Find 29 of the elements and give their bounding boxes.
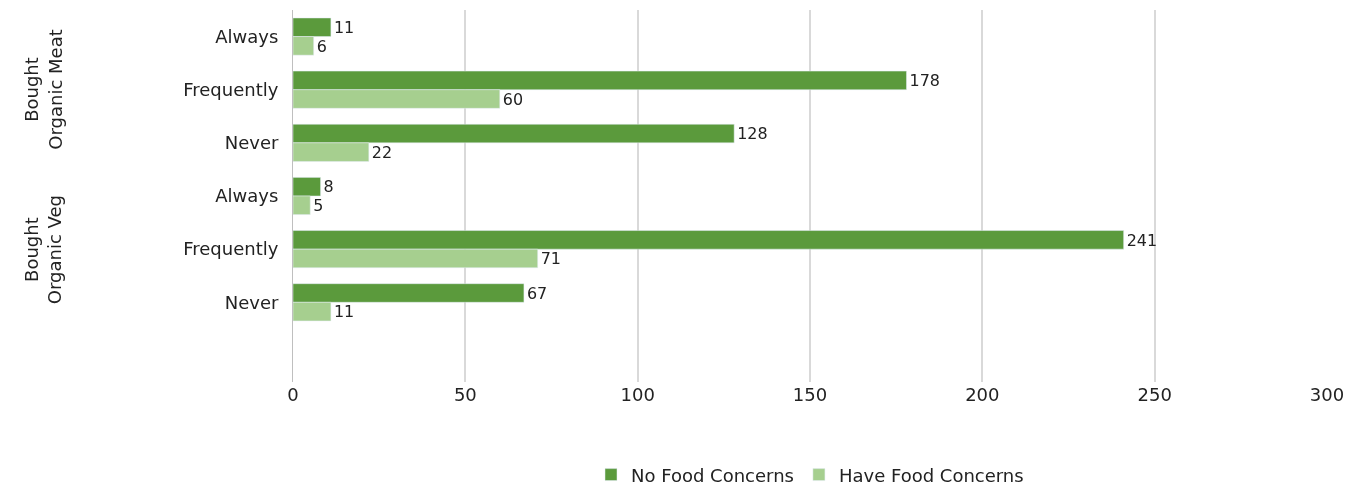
data-label: 67	[526, 283, 548, 303]
data-label: 241	[1126, 230, 1158, 250]
data-label: 8	[323, 177, 334, 197]
data-label: 5	[313, 196, 324, 216]
y-tick-label: Always	[215, 25, 279, 47]
x-tick-label: 300	[1309, 384, 1345, 405]
x-tick-label: 250	[1137, 384, 1172, 405]
legend-label: Have Food Concerns	[838, 464, 1024, 486]
data-label: 128	[737, 124, 768, 144]
y-tick-label: Frequently	[183, 238, 279, 260]
data-label: 11	[333, 302, 355, 322]
text: Bought Organic Veg	[20, 194, 66, 305]
y-tick-label: Never	[224, 291, 279, 313]
y-tick-label: Always	[215, 185, 279, 207]
data-label: 6	[316, 36, 327, 56]
x-tick-label: 150	[792, 384, 828, 405]
text: Bought Organic Meat	[21, 29, 66, 150]
x-tick-label: 50	[453, 384, 477, 405]
legend-label: No Food Concerns	[631, 464, 794, 486]
y-tick-label: Never	[224, 132, 279, 154]
x-tick-label: 0	[287, 384, 299, 405]
x-tick-label: 100	[620, 384, 655, 405]
x-tick-label: 200	[965, 384, 1000, 405]
data-label: 11	[333, 18, 355, 38]
data-label: 71	[540, 249, 561, 269]
data-label: 60	[502, 89, 524, 109]
data-label: 22	[371, 142, 393, 162]
y-tick-label: Frequently	[183, 79, 279, 101]
data-label: 178	[909, 71, 940, 91]
